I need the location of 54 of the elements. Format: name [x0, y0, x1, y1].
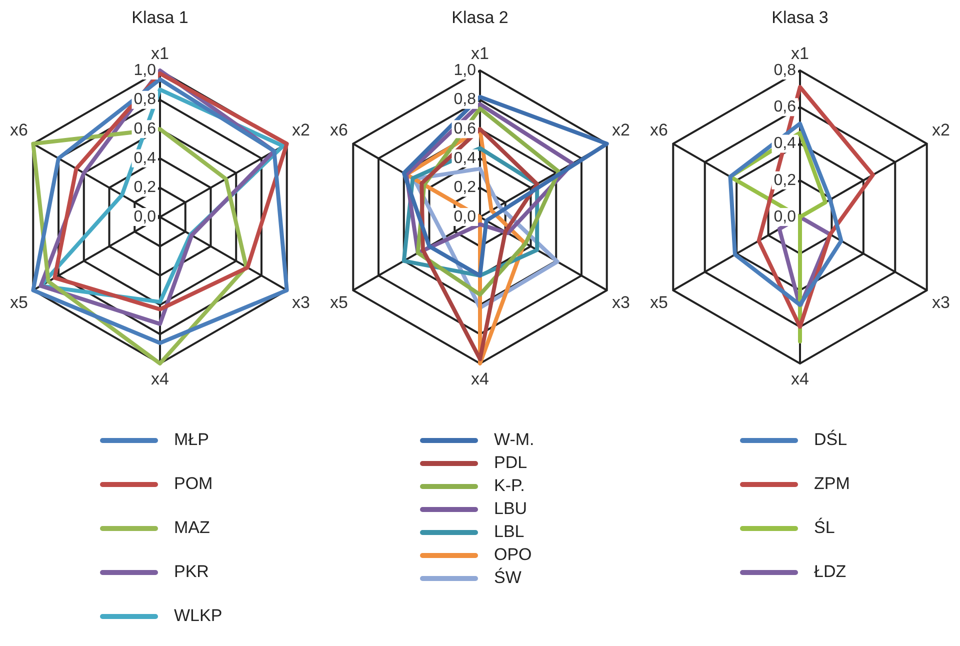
- legend-label: MAZ: [174, 518, 210, 538]
- legend-label: MŁP: [174, 430, 209, 450]
- y-tick-label: 0,4: [134, 150, 156, 167]
- spoke-label: x3: [292, 293, 310, 312]
- y-tick-label: 0,0: [134, 208, 156, 226]
- spoke-label: x1: [791, 44, 809, 64]
- y-tick-label: 0,8: [134, 91, 156, 108]
- spoke-label: x4: [151, 369, 169, 388]
- legend-label: PKR: [174, 562, 209, 582]
- spoke-label: x2: [292, 120, 310, 140]
- legend-label: LBL: [494, 522, 524, 542]
- legend-label: W-M.: [494, 430, 534, 450]
- y-tick-label: 0,4: [454, 150, 476, 167]
- y-tick-label: 0,2: [774, 172, 796, 189]
- spoke-label: x5: [650, 293, 668, 312]
- legend-label: LBU: [494, 499, 528, 519]
- y-tick-label: 0,8: [454, 91, 476, 108]
- spoke-label: x6: [330, 120, 348, 140]
- legend-label: DŚL: [814, 430, 848, 450]
- chart-title: Klasa 3: [772, 8, 828, 27]
- spoke-label: x1: [151, 44, 169, 64]
- legend-label: POM: [174, 474, 213, 494]
- y-tick-label: 0,6: [454, 120, 476, 138]
- spoke-label: x5: [330, 293, 348, 312]
- spoke-label: x6: [650, 120, 668, 140]
- y-tick-label: 0,2: [134, 179, 156, 196]
- spoke-label: x2: [932, 120, 950, 140]
- legend-label: OPO: [494, 545, 532, 565]
- legend-label: ŚW: [494, 568, 522, 588]
- y-tick-label: 1,0: [134, 62, 156, 79]
- spoke-label: x4: [791, 369, 809, 388]
- spoke-label: x3: [932, 293, 950, 312]
- spoke-label: x4: [471, 369, 489, 388]
- legend-label: ŚL: [814, 518, 835, 538]
- legend-label: WLKP: [174, 606, 222, 626]
- chart-title: Klasa 1: [132, 8, 188, 27]
- spoke-label: x5: [10, 293, 28, 312]
- spoke-label: x6: [10, 120, 28, 140]
- y-tick-label: 0,0: [774, 208, 796, 226]
- spoke-label: x3: [612, 293, 630, 312]
- y-tick-label: 1,0: [454, 62, 476, 79]
- spoke-label: x1: [471, 44, 489, 64]
- y-tick-label: 0,6: [134, 120, 156, 138]
- y-tick-label: 0,6: [774, 98, 796, 116]
- legend-label: PDL: [494, 453, 528, 473]
- y-tick-label: 0,4: [774, 135, 796, 152]
- legend-label: ŁDZ: [814, 562, 846, 582]
- spoke-label: x2: [612, 120, 630, 140]
- legend-label: K-P.: [494, 476, 525, 496]
- y-tick-label: 0,0: [454, 208, 476, 226]
- y-tick-label: 0,2: [454, 179, 476, 196]
- y-tick-label: 0,8: [774, 62, 796, 79]
- chart-title: Klasa 2: [452, 8, 508, 27]
- legend-label: ZPM: [814, 474, 850, 494]
